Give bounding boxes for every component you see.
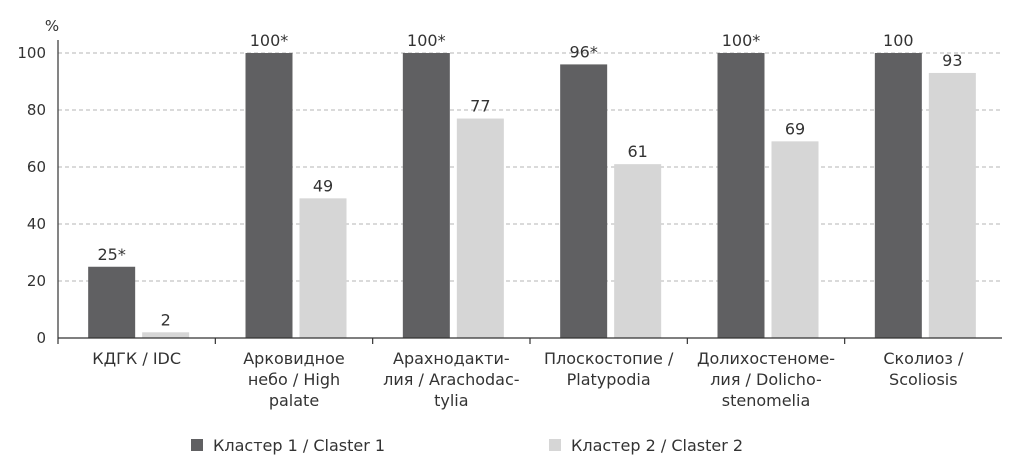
bar-series1: [560, 64, 608, 339]
data-label: 49: [313, 176, 333, 195]
bar-series1: [245, 53, 293, 338]
category-label: Плоскостопие / Platypodia: [544, 349, 674, 389]
y-tick-label: 60: [27, 158, 46, 176]
bar-series1: [874, 53, 922, 338]
data-label: 77: [470, 97, 490, 116]
y-tick-label: 20: [27, 272, 46, 290]
legend-label: Кластер 1 / Claster 1: [213, 436, 385, 455]
y-axis-label: %: [45, 17, 59, 35]
bar-series2: [614, 164, 662, 338]
data-label: 25*: [97, 245, 125, 264]
bar-series1: [717, 53, 765, 338]
legend-swatch: [191, 439, 203, 451]
y-tick-label: 40: [27, 215, 46, 233]
category-label: Арахнодакти-лия / Arachodac-tylia: [383, 349, 519, 410]
data-label: 100*: [407, 31, 446, 50]
data-label: 61: [627, 142, 647, 161]
bar-series2: [928, 72, 976, 338]
y-tick-label: 0: [36, 329, 46, 347]
bar-series2: [456, 118, 504, 338]
category-label: КДГК / IDC: [92, 349, 181, 368]
data-label: 100*: [250, 31, 289, 50]
legend: Кластер 1 / Claster 1 Кластер 2 / Claster…: [191, 436, 743, 455]
data-label: 100*: [722, 31, 761, 50]
y-tick-label: 80: [27, 101, 46, 119]
axes: 0 20 40 60 80 100 КДГК / IDC Арковидное небо / H…: [17, 40, 1002, 410]
data-label: 2: [161, 310, 171, 329]
bar-series1: [402, 53, 450, 338]
category-label: Сколиоз / Scoliosis: [883, 349, 964, 389]
category-label: Арковидное небо / High palate: [243, 349, 345, 410]
bar-series2: [771, 141, 819, 338]
data-label: 93: [942, 51, 962, 70]
legend-swatch: [549, 439, 561, 451]
bar-series2: [142, 332, 190, 338]
data-label: 69: [785, 119, 805, 138]
data-label: 96*: [569, 42, 597, 61]
data-label: 100: [883, 31, 914, 50]
legend-label: Кластер 2 / Claster 2: [571, 436, 743, 455]
y-tick-label: 100: [17, 44, 46, 62]
grid-lines: [58, 52, 1002, 282]
bars: 25* 2 100* 49 100* 77 96* 61 100* 69 100 93: [88, 31, 976, 339]
bar-series1: [88, 266, 136, 338]
category-label: Долихостеноме-лия / Dolicho-stenomelia: [697, 349, 835, 410]
bar-series2: [299, 198, 347, 338]
